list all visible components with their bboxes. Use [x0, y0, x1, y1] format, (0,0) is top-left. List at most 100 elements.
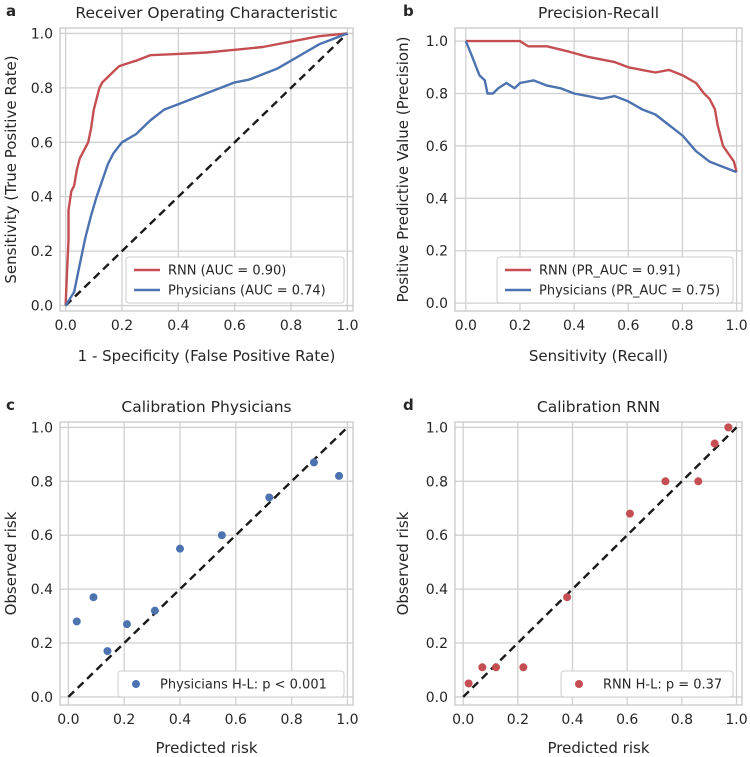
legend-entry: RNN (PR_AUC = 0.91): [539, 264, 681, 279]
x-tick-label: 0.4: [169, 712, 191, 728]
plot-frame: [454, 27, 743, 312]
series-line-1: [464, 40, 738, 174]
x-axis-label: Sensitivity (Recall): [529, 347, 668, 365]
y-tick-label: 0.2: [31, 244, 53, 260]
y-tick-label: 0.2: [31, 636, 53, 652]
y-tick-label: 1.0: [31, 26, 53, 42]
data-point: [661, 477, 670, 486]
legend-entry: Physicians (PR_AUC = 0.75): [539, 284, 720, 299]
panel-d: 0.0 0.2 0.4 0.6 0.8 1.0 0.0 0.2 0.4 0.6 0.8 1.0 Cali…: [394, 396, 748, 757]
x-tick-label: 0.2: [507, 712, 529, 728]
panel-letter: d: [403, 396, 414, 414]
x-tick-label: 0.2: [113, 712, 135, 728]
x-tick-label: 0.8: [671, 318, 693, 334]
legend-box: [560, 670, 734, 698]
y-tick-label: 0.4: [31, 582, 53, 598]
y-axis-label: Positive Predictive Value (Precision): [394, 37, 412, 303]
legend-entry: Physicians (AUC = 0.74): [168, 284, 326, 299]
data-point: [724, 423, 733, 432]
legend-box: [496, 256, 734, 304]
x-axis-label: 1 - Specificity (False Positive Rate): [78, 347, 336, 365]
y-tick-label: 0.4: [426, 191, 448, 207]
y-tick-label: 1.0: [426, 34, 448, 50]
y-tick-label: 0.0: [426, 296, 448, 312]
data-point: [478, 663, 487, 672]
legend-box: [117, 670, 345, 698]
y-tick-label: 0.4: [426, 582, 448, 598]
x-tick-label: 0.4: [563, 318, 585, 334]
data-point: [122, 620, 131, 629]
chart-title: Receiver Operating Characteristic: [75, 4, 337, 22]
y-tick-label: 0.2: [426, 636, 448, 652]
legend: Physicians H-L: p < 0.001: [117, 670, 345, 698]
data-point: [265, 493, 274, 502]
legend: RNN (PR_AUC = 0.91) Physicians (PR_AUC = …: [496, 256, 734, 304]
data-point: [103, 647, 112, 656]
x-tick-label: 1.0: [725, 318, 747, 334]
x-tick-label: 0.4: [167, 318, 189, 334]
x-tick-label: 1.0: [336, 712, 358, 728]
x-tick-label: 0.0: [452, 712, 474, 728]
legend: RNN H-L: p = 0.37: [560, 670, 734, 698]
series-line-1: [64, 32, 348, 307]
data-point: [89, 593, 98, 602]
y-tick-label: 0.6: [426, 528, 448, 544]
x-axis-label: Predicted risk: [547, 739, 649, 757]
x-tick-label: 0.0: [57, 712, 79, 728]
x-tick-label: 0.6: [225, 712, 247, 728]
panel-letter: b: [403, 2, 414, 20]
panel-letter: a: [6, 2, 16, 20]
chart-title: Calibration Physicians: [121, 398, 291, 416]
panel-letter: c: [6, 396, 15, 414]
x-tick-label: 0.6: [616, 712, 638, 728]
y-tick-label: 0.8: [426, 474, 448, 490]
data-point: [309, 458, 318, 467]
plot-frame: [59, 421, 354, 706]
legend-swatch: [132, 680, 140, 688]
series-line-0: [465, 39, 738, 173]
y-axis-label: Sensitivity (True Positive Rate): [2, 55, 20, 283]
y-tick-label: 0.6: [31, 528, 53, 544]
legend-entry: RNN (AUC = 0.90): [168, 264, 286, 279]
y-tick-label: 0.0: [31, 299, 53, 315]
legend: RNN (AUC = 0.90) Physicians (AUC = 0.74): [125, 256, 345, 304]
legend-swatch: [575, 680, 583, 688]
x-axis-label: Predicted risk: [155, 739, 257, 757]
y-axis-label: Observed risk: [394, 511, 412, 615]
data-point: [464, 679, 473, 688]
y-tick-label: 1.0: [31, 420, 53, 436]
x-tick-label: 0.2: [111, 318, 133, 334]
x-tick-label: 0.4: [561, 712, 583, 728]
data-point: [335, 471, 344, 480]
x-tick-label: 0.0: [55, 318, 77, 334]
chart-title: Precision-Recall: [538, 4, 659, 22]
panel-c: 0.0 0.2 0.4 0.6 0.8 1.0 0.0 0.2 0.4 0.6 0.8 1.0 Cali…: [2, 396, 359, 757]
y-tick-label: 0.8: [426, 87, 448, 103]
data-point: [625, 509, 634, 518]
data-point: [563, 593, 572, 602]
x-tick-label: 0.0: [455, 318, 477, 334]
y-tick-label: 0.8: [31, 474, 53, 490]
y-tick-label: 0.0: [426, 690, 448, 706]
data-point: [72, 617, 81, 626]
legend-entry: RNN H-L: p = 0.37: [603, 678, 722, 693]
y-tick-label: 1.0: [426, 420, 448, 436]
legend-entry: Physicians H-L: p < 0.001: [160, 678, 327, 693]
legend-box: [125, 256, 345, 304]
diagonal-reference-line: [462, 426, 738, 698]
diagonal-reference-line: [64, 32, 349, 307]
plot-frame: [454, 421, 743, 706]
y-tick-label: 0.2: [426, 244, 448, 260]
x-tick-label: 0.8: [280, 712, 302, 728]
data-point: [694, 477, 703, 486]
y-tick-label: 0.6: [31, 135, 53, 151]
x-tick-label: 0.6: [224, 318, 246, 334]
data-point: [150, 606, 159, 615]
x-tick-label: 0.6: [617, 318, 639, 334]
x-tick-label: 0.8: [280, 318, 302, 334]
x-tick-label: 1.0: [725, 712, 747, 728]
diagonal-reference-line: [67, 426, 349, 698]
plot-frame: [59, 27, 354, 312]
data-point: [519, 663, 528, 672]
